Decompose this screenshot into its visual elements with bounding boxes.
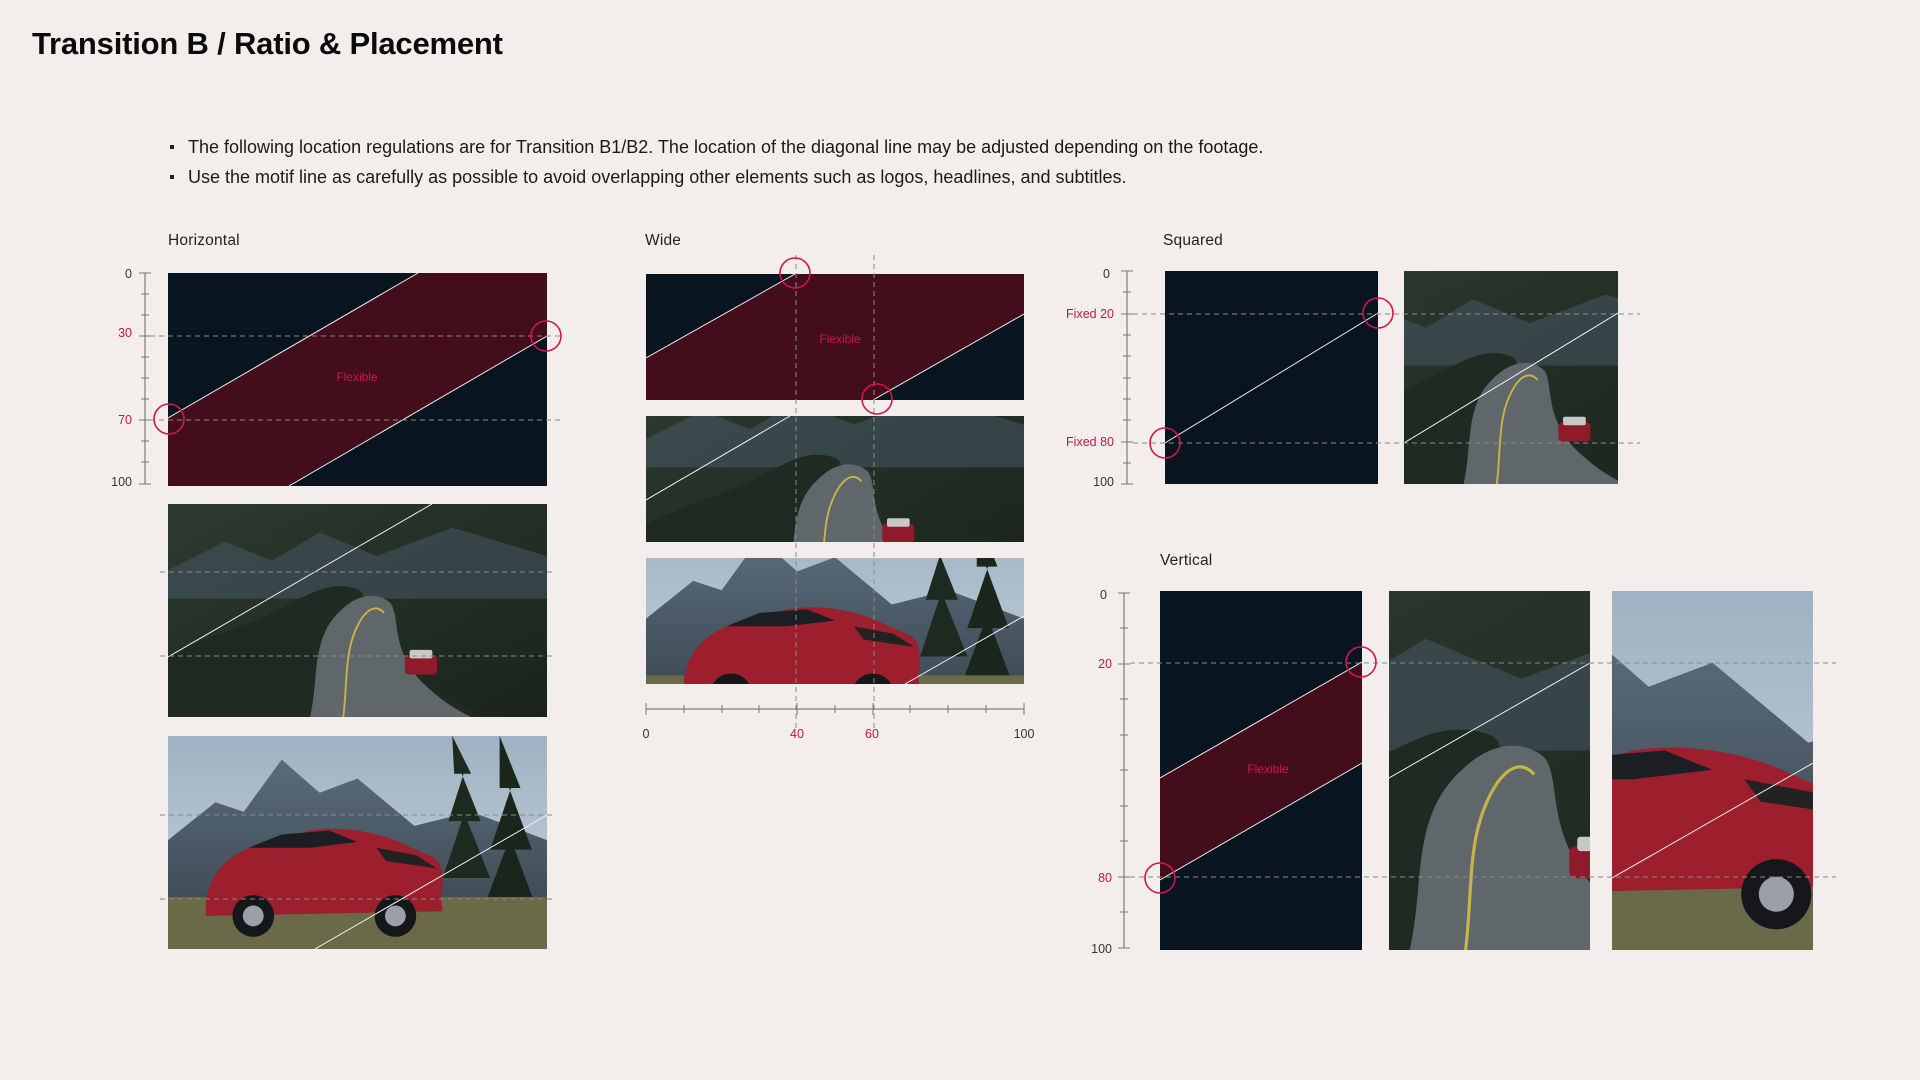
section-label-vertical: Vertical: [1160, 552, 1213, 569]
horizontal-guide-lines: [150, 335, 560, 900]
vertical-car-frame: [1612, 591, 1813, 950]
ruler-tick-label: 0: [125, 267, 132, 281]
squared-ruler: [1121, 270, 1133, 485]
guide-marker: [530, 320, 562, 352]
flexible-label: Flexible: [1247, 762, 1289, 776]
note-item: Use the motif line as carefully as possi…: [170, 162, 1263, 192]
ruler-tick-label: 60: [865, 727, 879, 741]
vertical-guide-lines: [1130, 662, 1836, 878]
guide-marker: [1345, 646, 1377, 678]
wide-guide-lines: [795, 255, 875, 730]
vertical-ruler: [1118, 592, 1130, 949]
ruler-tick-label: 100: [1091, 942, 1112, 956]
squared-template-frame: [1165, 271, 1378, 484]
section-label-horizontal: Horizontal: [168, 232, 240, 249]
ruler-tick-label: 0: [1100, 588, 1107, 602]
vertical-road-frame: [1389, 591, 1590, 950]
horizontal-template-frame: [168, 273, 547, 486]
section-label-wide: Wide: [645, 232, 682, 249]
wide-car-frame: [646, 558, 1024, 684]
guide-marker: [861, 383, 893, 415]
ruler-tick-label: 40: [790, 727, 804, 741]
horizontal-ruler: [139, 272, 151, 485]
guideline-notes: The following location regulations are f…: [170, 132, 1263, 192]
section-label-squared: Squared: [1163, 232, 1224, 249]
guide-marker: [153, 403, 185, 435]
ruler-tick-label: 100: [1093, 475, 1114, 489]
ruler-tick-label: 80: [1098, 871, 1112, 885]
page-title: Transition B / Ratio & Placement: [32, 26, 503, 61]
flexible-label: Flexible: [819, 332, 861, 346]
guide-marker: [1362, 297, 1394, 329]
ruler-tick-label: 20: [1098, 657, 1112, 671]
horizontal-car-frame: [168, 736, 547, 949]
flexible-label: Flexible: [336, 370, 378, 384]
vertical-template-frame: [1160, 591, 1362, 950]
wide-template-frame: [646, 274, 1024, 400]
wide-ruler: [645, 703, 1025, 715]
wide-road-frame: [646, 416, 1024, 542]
ruler-tick-label: 70: [118, 413, 132, 427]
guide-marker: [779, 257, 811, 289]
ruler-tick-label: Fixed 80: [1066, 435, 1114, 449]
ruler-tick-label: 0: [643, 727, 650, 741]
guide-marker: [1149, 427, 1181, 459]
ruler-tick-label: 30: [118, 326, 132, 340]
ruler-tick-label: 100: [1014, 727, 1035, 741]
ruler-tick-label: Fixed 20: [1066, 307, 1114, 321]
squared-photo-frame: [1404, 271, 1618, 484]
horizontal-road-frame: [168, 504, 547, 717]
guide-marker: [1144, 862, 1176, 894]
squared-guide-lines: [1133, 313, 1640, 444]
ruler-tick-label: 100: [111, 475, 132, 489]
note-item: The following location regulations are f…: [170, 132, 1263, 162]
ruler-tick-label: 0: [1103, 267, 1110, 281]
